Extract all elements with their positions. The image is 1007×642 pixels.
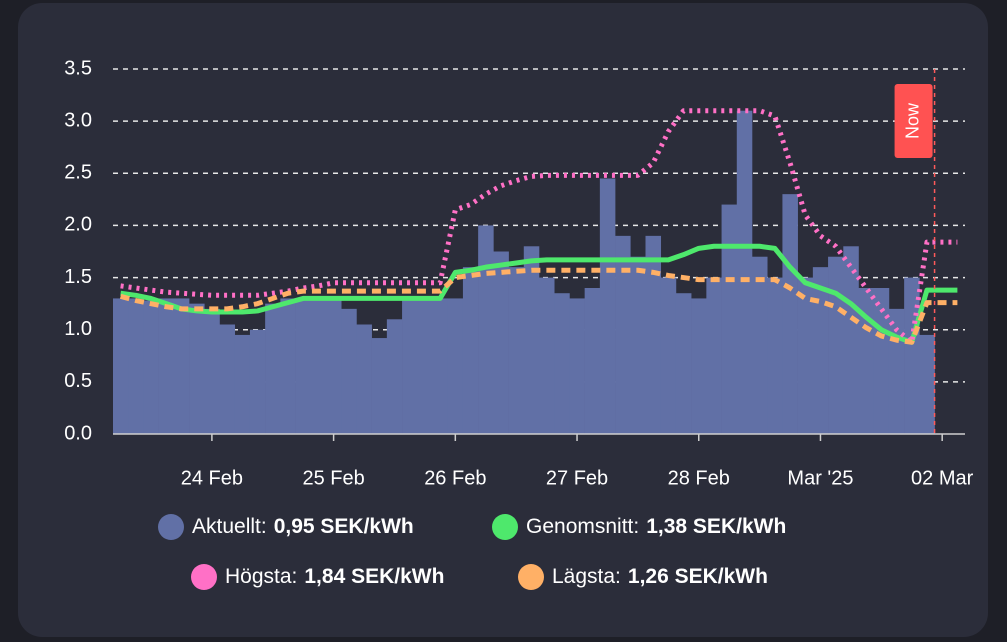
legend-entry: Aktuellt: 0,95 SEK/kWh bbox=[192, 515, 414, 538]
bar bbox=[904, 277, 920, 434]
bar bbox=[782, 194, 798, 434]
series-line bbox=[119, 267, 958, 345]
y-tick-label: 0.5 bbox=[64, 370, 92, 392]
bar bbox=[402, 298, 418, 434]
bar bbox=[539, 277, 555, 434]
legend-name: Högsta: bbox=[225, 565, 297, 588]
legend-name: Genomsnitt: bbox=[526, 515, 639, 538]
bar bbox=[432, 298, 449, 434]
now-badge bbox=[894, 84, 933, 158]
legend-value: 1,26 SEK/kWh bbox=[628, 565, 768, 588]
legend-marker bbox=[518, 564, 544, 590]
bar bbox=[660, 277, 677, 434]
bar bbox=[113, 298, 129, 434]
legend-value: 1,38 SEK/kWh bbox=[646, 515, 786, 538]
series-line bbox=[120, 243, 958, 345]
bar bbox=[767, 277, 783, 434]
bar bbox=[128, 298, 144, 434]
legend-name: Lägsta: bbox=[552, 565, 621, 588]
bar bbox=[630, 256, 646, 434]
bar bbox=[326, 298, 342, 434]
y-tick-label: 2.0 bbox=[64, 214, 92, 236]
bar bbox=[204, 308, 220, 434]
bar bbox=[812, 267, 829, 434]
legend-marker bbox=[158, 514, 184, 540]
bar bbox=[752, 256, 768, 434]
x-tick-label: 24 Feb bbox=[181, 467, 243, 489]
bar bbox=[645, 235, 662, 434]
bar bbox=[554, 293, 570, 434]
bar bbox=[615, 235, 631, 434]
bar bbox=[143, 300, 159, 434]
legend-entry: Lägsta: 1,26 SEK/kWh bbox=[552, 565, 768, 588]
legend-marker bbox=[492, 514, 518, 540]
bar bbox=[508, 267, 525, 434]
bar bbox=[386, 319, 403, 434]
bar bbox=[888, 308, 905, 434]
bar bbox=[843, 246, 859, 434]
bar bbox=[691, 298, 707, 434]
bar bbox=[569, 298, 585, 434]
bar bbox=[173, 298, 190, 434]
x-tick-label: 26 Feb bbox=[424, 467, 486, 489]
y-tick-label: 2.5 bbox=[64, 162, 92, 184]
y-tick-label: 1.0 bbox=[64, 318, 92, 340]
x-tick-label: 28 Feb bbox=[668, 467, 730, 489]
bar bbox=[828, 256, 844, 434]
bar bbox=[295, 298, 312, 434]
legend-value: 1,84 SEK/kWh bbox=[304, 565, 444, 588]
x-tick-label: 02 Mar bbox=[911, 467, 974, 489]
x-tick-label: 27 Feb bbox=[546, 467, 608, 489]
bar bbox=[797, 277, 814, 434]
bar bbox=[341, 308, 357, 434]
legend-entry: Genomsnitt: 1,38 SEK/kWh bbox=[526, 515, 786, 538]
bar bbox=[706, 277, 722, 434]
bar bbox=[675, 293, 692, 434]
bar bbox=[462, 267, 479, 434]
x-tick-label: Mar '25 bbox=[787, 467, 853, 489]
bar bbox=[189, 303, 205, 434]
x-tick-label: 25 Feb bbox=[302, 467, 364, 489]
bar bbox=[234, 334, 251, 434]
bar bbox=[249, 329, 266, 434]
legend-value: 0,95 SEK/kWh bbox=[274, 515, 414, 538]
bar bbox=[280, 298, 296, 434]
bar bbox=[478, 225, 494, 434]
now-label: Now bbox=[902, 102, 922, 139]
bar bbox=[356, 324, 372, 434]
y-tick-label: 3.0 bbox=[64, 109, 92, 131]
bar bbox=[523, 246, 540, 434]
bar bbox=[736, 110, 753, 434]
bar bbox=[417, 298, 433, 434]
bar bbox=[599, 178, 616, 434]
y-tick-label: 3.5 bbox=[64, 57, 92, 79]
bar bbox=[584, 288, 601, 434]
y-tick-label: 1.5 bbox=[64, 266, 92, 288]
bar bbox=[493, 251, 509, 434]
bar bbox=[371, 338, 388, 434]
bar bbox=[310, 298, 327, 434]
bar bbox=[158, 298, 175, 434]
legend-entry: Högsta: 1,84 SEK/kWh bbox=[225, 565, 444, 588]
bar bbox=[721, 204, 738, 434]
legend-marker bbox=[191, 564, 217, 590]
bar bbox=[919, 334, 935, 434]
y-tick-label: 0.0 bbox=[64, 422, 92, 444]
bar bbox=[219, 324, 236, 434]
legend-name: Aktuellt: bbox=[192, 515, 267, 538]
bar bbox=[858, 288, 875, 434]
bar bbox=[265, 303, 281, 434]
bar bbox=[447, 298, 464, 434]
